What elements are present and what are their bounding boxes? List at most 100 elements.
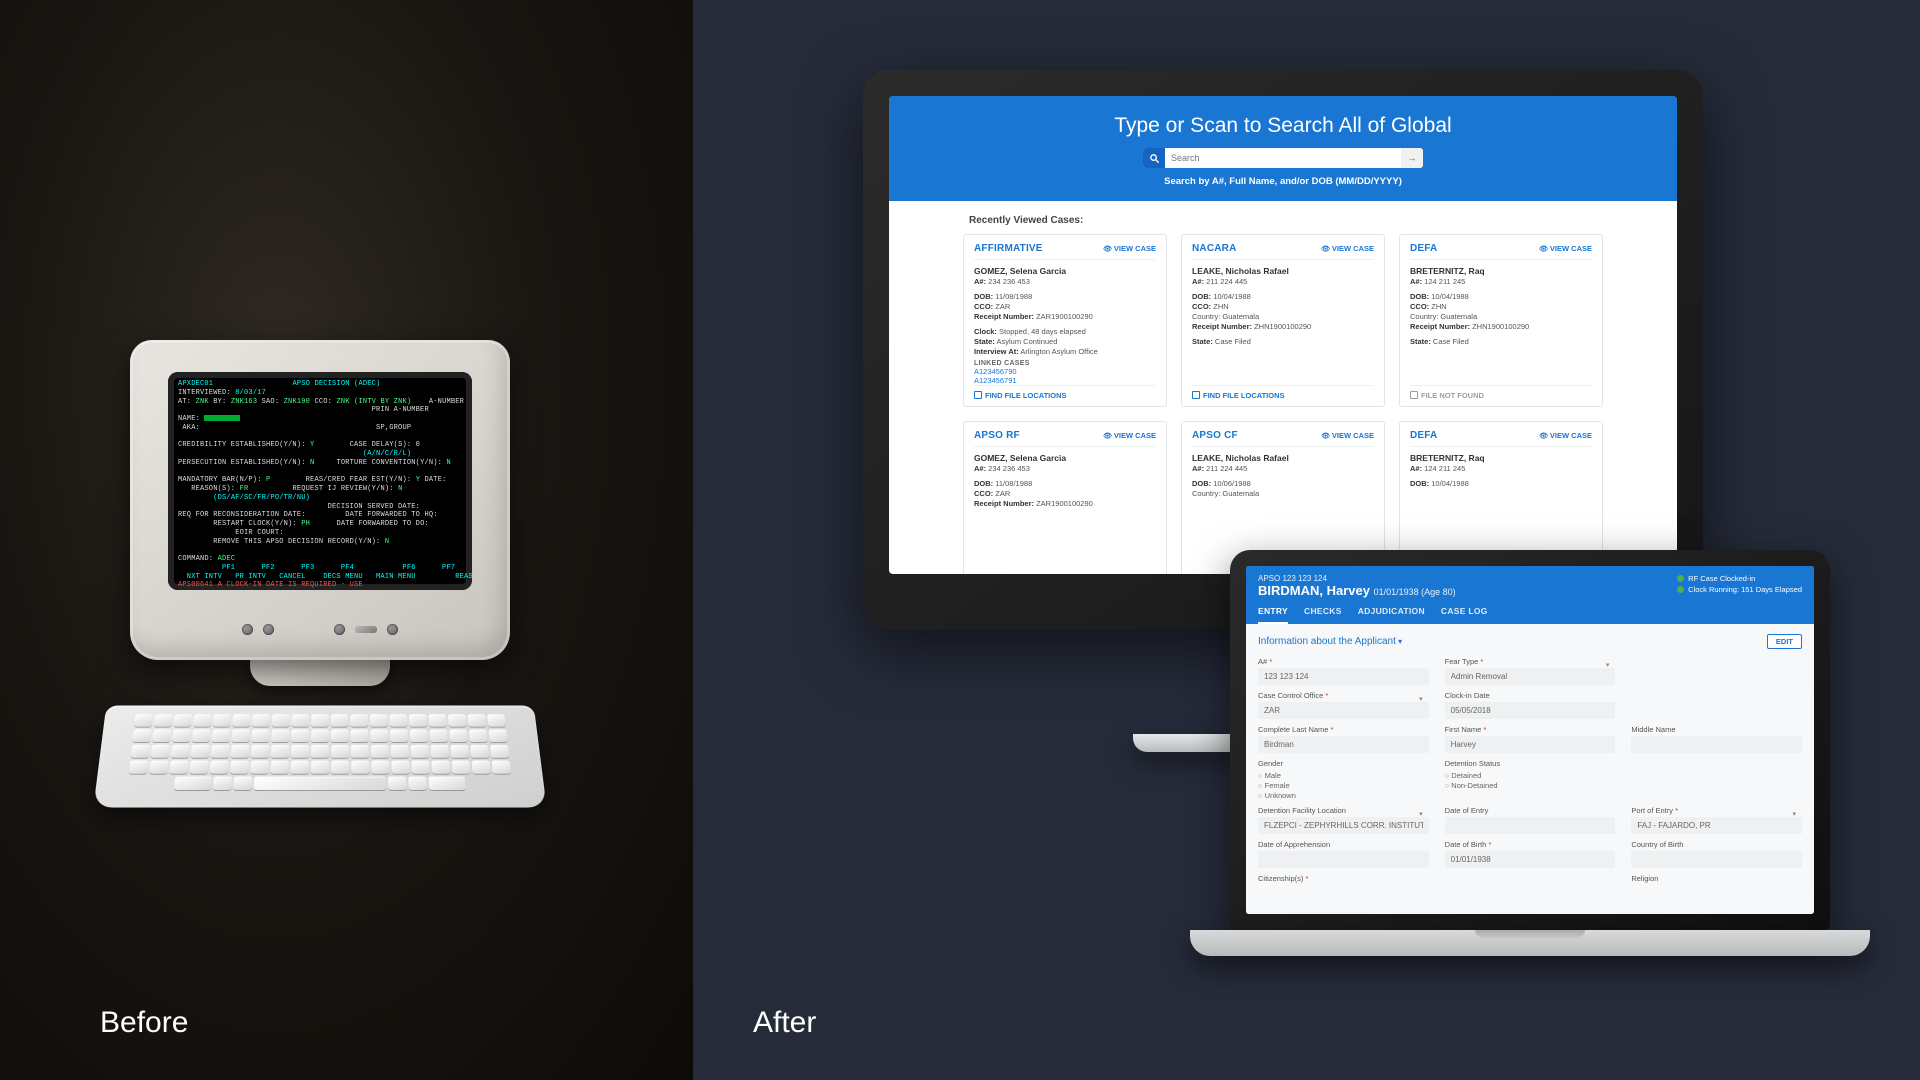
search-title: Type or Scan to Search All of Global	[889, 114, 1677, 138]
crt-dscodes: (DS/AF/SC/FR/PO/TR/NU)	[213, 494, 310, 502]
doa-label: Date of Apprehension	[1258, 840, 1429, 849]
tab-entry[interactable]: ENTRY	[1258, 606, 1288, 624]
case-card[interactable]: DEFAVIEW CASE BRETERNITZ, Raq A#: 124 21…	[1399, 234, 1603, 407]
dob-field[interactable]	[1445, 851, 1616, 868]
clockin-label: Clock-in Date	[1445, 691, 1616, 700]
crt-computer: APXDEC01 APSO DECISION (ADEC) INTERVIEWE…	[100, 340, 540, 810]
poe-field[interactable]	[1631, 817, 1802, 834]
case-status-badges: RF Case Clocked-in Clock Running: 151 Da…	[1677, 574, 1802, 596]
case-name: LEAKE, Nicholas Rafael	[1192, 453, 1374, 463]
gender-option[interactable]: Unknown	[1258, 791, 1429, 800]
case-card[interactable]: AFFIRMATIVEVIEW CASE GOMEZ, Selena Garci…	[963, 234, 1167, 407]
crt-monitor: APXDEC01 APSO DECISION (ADEC) INTERVIEWE…	[130, 340, 510, 660]
tab-case-log[interactable]: CASE LOG	[1441, 606, 1488, 624]
search-icon[interactable]	[1143, 148, 1165, 168]
mname-field[interactable]	[1631, 736, 1802, 753]
crt-ancrl: (A/N/C/R/L)	[363, 450, 411, 458]
detstat-radios[interactable]: DetainedNon-Detained	[1445, 771, 1616, 790]
search-subtitle: Search by A#, Full Name, and/or DOB (MM/…	[889, 176, 1677, 187]
fname-field[interactable]	[1445, 736, 1616, 753]
crt-fwddo: DATE FORWARDED TO DO:	[336, 520, 428, 528]
view-case-link[interactable]: VIEW CASE	[1103, 244, 1156, 253]
linked-case-link[interactable]: A123456790	[974, 367, 1156, 376]
linked-case-link[interactable]: A123456791	[974, 376, 1156, 385]
crt-cdelay: CASE DELAY(S): 0	[350, 441, 420, 449]
clockin-field[interactable]	[1445, 702, 1616, 719]
search-submit-icon[interactable]: →	[1401, 148, 1423, 168]
crt-aka-l: AKA:	[178, 424, 200, 432]
search-hero: Type or Scan to Search All of Global → S…	[889, 96, 1677, 201]
view-case-link[interactable]: VIEW CASE	[1539, 431, 1592, 440]
folder-icon	[974, 391, 982, 399]
doa-field[interactable]	[1258, 851, 1429, 868]
after-caption: After	[753, 1006, 816, 1040]
case-type: AFFIRMATIVE	[974, 243, 1043, 254]
crt-name-l: NAME:	[178, 415, 200, 423]
crt-reasfear: REAS/CRED FEAR EST(Y/N):	[306, 476, 412, 484]
detstat-option[interactable]: Detained	[1445, 771, 1616, 780]
view-case-link[interactable]: VIEW CASE	[1321, 244, 1374, 253]
crt-interviewed-l: INTERVIEWED:	[178, 389, 231, 397]
case-body: Information about the Applicant EDIT A# …	[1246, 624, 1814, 914]
gender-option[interactable]: Male	[1258, 771, 1429, 780]
imac-bezel: Type or Scan to Search All of Global → S…	[863, 70, 1703, 630]
crt-tort: TORTURE CONVENTION(Y/N):	[336, 459, 442, 467]
case-card[interactable]: APSO RFVIEW CASE GOMEZ, Selena Garcia A#…	[963, 421, 1167, 574]
crt-spg: SP,GROUP	[376, 424, 411, 432]
tab-checks[interactable]: CHECKS	[1304, 606, 1342, 624]
view-case-link[interactable]: VIEW CASE	[1539, 244, 1592, 253]
view-case-link[interactable]: VIEW CASE	[1321, 431, 1374, 440]
tab-adjudication[interactable]: ADJUDICATION	[1358, 606, 1425, 624]
case-cards: AFFIRMATIVEVIEW CASE GOMEZ, Selena Garci…	[963, 234, 1603, 574]
fear-field[interactable]	[1445, 668, 1616, 685]
view-case-link[interactable]: VIEW CASE	[1103, 431, 1156, 440]
doe-field[interactable]	[1445, 817, 1616, 834]
case-type: APSO CF	[1192, 430, 1238, 441]
laptop-base	[1190, 930, 1870, 956]
detstat-option[interactable]: Non-Detained	[1445, 781, 1616, 790]
search-body: Recently Viewed Cases: AFFIRMATIVE VIEW C…	[889, 201, 1677, 574]
status-dot-icon	[1677, 575, 1684, 582]
anum-field[interactable]	[1258, 668, 1429, 685]
cob-label: Country of Birth	[1631, 840, 1802, 849]
religion-label: Religion	[1631, 874, 1802, 883]
search-input[interactable]	[1165, 153, 1401, 163]
crt-fwdhq: DATE FORWARDED TO HQ:	[345, 511, 437, 519]
gender-label: Gender	[1258, 759, 1429, 768]
after-panel: Type or Scan to Search All of Global → S…	[693, 0, 1920, 1080]
fname-label: First Name *	[1445, 725, 1616, 734]
case-card[interactable]: NACARAVIEW CASE LEAKE, Nicholas Rafael A…	[1181, 234, 1385, 407]
gender-radios[interactable]: MaleFemaleUnknown	[1258, 771, 1429, 800]
cob-field[interactable]	[1631, 851, 1802, 868]
find-files-link[interactable]: FIND FILE LOCATIONS	[974, 385, 1156, 400]
crt-reasons: REASON(S):	[178, 485, 235, 493]
crt-command-l: COMMAND:	[178, 555, 213, 563]
facility-field[interactable]	[1258, 817, 1429, 834]
cco-field[interactable]	[1258, 702, 1429, 719]
case-name: BRETERNITZ, Raq	[1410, 266, 1592, 276]
crt-pf-row: PF1 PF2 PF3 PF4 PF6 PF7 PF8	[178, 564, 462, 573]
cco-label: Case Control Office *	[1258, 691, 1429, 700]
gender-option[interactable]: Female	[1258, 781, 1429, 790]
imac-screen: Type or Scan to Search All of Global → S…	[889, 96, 1677, 574]
crt-title-2: APSO DECISION (ADEC)	[292, 380, 380, 388]
badge-clocked-in: RF Case Clocked-in	[1688, 574, 1755, 583]
recent-heading: Recently Viewed Cases:	[969, 215, 1603, 226]
crt-interviewed-v: 8/03/17	[235, 389, 266, 397]
case-type: APSO RF	[974, 430, 1020, 441]
crt-controls	[130, 616, 510, 642]
laptop-screen: APSO 123 123 124 BIRDMAN, Harvey 01/01/1…	[1246, 566, 1814, 914]
lname-field[interactable]	[1258, 736, 1429, 753]
find-files-link[interactable]: FIND FILE LOCATIONS	[1192, 385, 1374, 400]
crt-cred: CREDIBILITY ESTABLISHED(Y/N):	[178, 441, 306, 449]
case-name: BRETERNITZ, Raq	[1410, 453, 1592, 463]
crt-remove: REMOVE THIS APSO DECISION RECORD(Y/N):	[213, 538, 380, 546]
status-dot-icon	[1677, 586, 1684, 593]
edit-button[interactable]: EDIT	[1767, 634, 1802, 649]
crt-pers: PERSECUTION ESTABLISHED(Y/N):	[178, 459, 306, 467]
before-panel: APXDEC01 APSO DECISION (ADEC) INTERVIEWE…	[0, 0, 693, 1080]
section-title[interactable]: Information about the Applicant	[1258, 636, 1402, 647]
search-bar[interactable]: →	[1143, 148, 1423, 168]
file-icon	[1410, 391, 1418, 399]
mname-label: Middle Name	[1631, 725, 1802, 734]
